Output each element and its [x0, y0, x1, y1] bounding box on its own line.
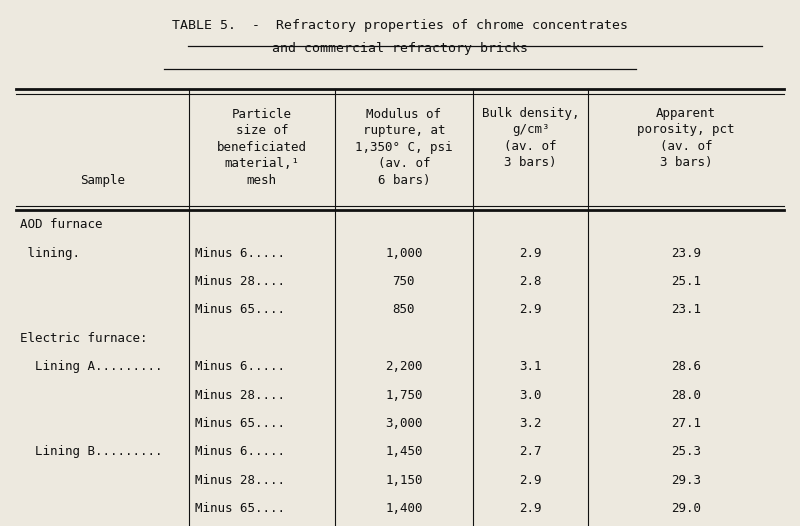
Text: 27.1: 27.1	[671, 417, 701, 430]
Text: Minus 6.....: Minus 6.....	[195, 446, 285, 458]
Text: 1,450: 1,450	[385, 446, 422, 458]
Text: Minus 28....: Minus 28....	[195, 389, 285, 401]
Text: Modulus of
rupture, at
1,350° C, psi
(av. of
6 bars): Modulus of rupture, at 1,350° C, psi (av…	[355, 108, 453, 187]
Text: 23.9: 23.9	[671, 247, 701, 259]
Text: 2,200: 2,200	[385, 360, 422, 373]
Text: Minus 6.....: Minus 6.....	[195, 360, 285, 373]
Text: Sample: Sample	[80, 174, 125, 187]
Text: lining.: lining.	[20, 247, 80, 259]
Text: 1,000: 1,000	[385, 247, 422, 259]
Text: Electric furnace:: Electric furnace:	[20, 332, 147, 345]
Text: Bulk density,
g/cm³
(av. of
3 bars): Bulk density, g/cm³ (av. of 3 bars)	[482, 107, 579, 169]
Text: 750: 750	[393, 275, 415, 288]
Text: 28.0: 28.0	[671, 389, 701, 401]
Text: 29.3: 29.3	[671, 474, 701, 487]
Text: 3.2: 3.2	[519, 417, 542, 430]
Text: 25.1: 25.1	[671, 275, 701, 288]
Text: Minus 65....: Minus 65....	[195, 417, 285, 430]
Text: 2.9: 2.9	[519, 247, 542, 259]
Text: 25.3: 25.3	[671, 446, 701, 458]
Text: Lining B.........: Lining B.........	[20, 446, 162, 458]
Text: Minus 65....: Minus 65....	[195, 502, 285, 515]
Text: and commercial refractory bricks: and commercial refractory bricks	[272, 42, 528, 55]
Text: 2.9: 2.9	[519, 474, 542, 487]
Text: 1,400: 1,400	[385, 502, 422, 515]
Text: 3.0: 3.0	[519, 389, 542, 401]
Text: Minus 28....: Minus 28....	[195, 275, 285, 288]
Text: 850: 850	[393, 304, 415, 316]
Text: 1,750: 1,750	[385, 389, 422, 401]
Text: 2.8: 2.8	[519, 275, 542, 288]
Text: Minus 65....: Minus 65....	[195, 304, 285, 316]
Text: TABLE 5.  -  Refractory properties of chrome concentrates: TABLE 5. - Refractory properties of chro…	[172, 19, 628, 32]
Text: AOD furnace: AOD furnace	[20, 218, 102, 231]
Text: 29.0: 29.0	[671, 502, 701, 515]
Text: 3.1: 3.1	[519, 360, 542, 373]
Text: 23.1: 23.1	[671, 304, 701, 316]
Text: 2.7: 2.7	[519, 446, 542, 458]
Text: Lining A.........: Lining A.........	[20, 360, 162, 373]
Text: 2.9: 2.9	[519, 304, 542, 316]
Text: 28.6: 28.6	[671, 360, 701, 373]
Text: Apparent
porosity, pct
(av. of
3 bars): Apparent porosity, pct (av. of 3 bars)	[638, 107, 735, 169]
Text: Particle
size of
beneficiated
material,¹
mesh: Particle size of beneficiated material,¹…	[217, 108, 306, 187]
Text: Minus 28....: Minus 28....	[195, 474, 285, 487]
Text: 2.9: 2.9	[519, 502, 542, 515]
Text: Minus 6.....: Minus 6.....	[195, 247, 285, 259]
Text: 3,000: 3,000	[385, 417, 422, 430]
Text: 1,150: 1,150	[385, 474, 422, 487]
